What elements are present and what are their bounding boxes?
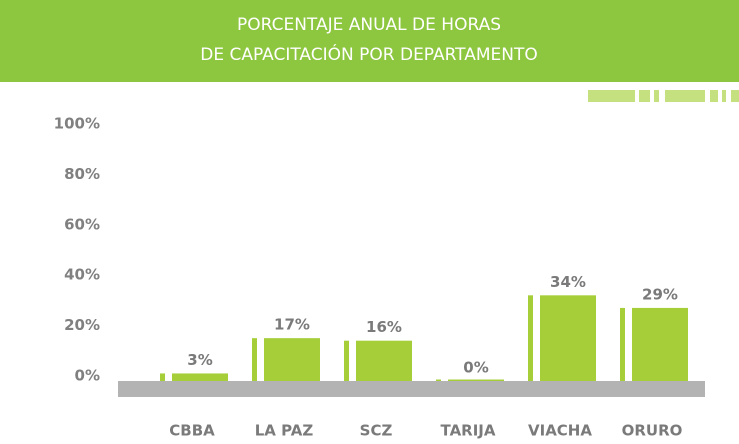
bar	[172, 373, 228, 381]
x-tick-label: LA PAZ	[255, 422, 314, 440]
bar	[356, 340, 412, 381]
bar-edge	[620, 307, 625, 381]
chart-title: PORCENTAJE ANUAL DE HORAS	[237, 15, 501, 35]
y-tick-label: 100%	[54, 115, 100, 133]
base-band	[118, 381, 705, 397]
y-tick-label: 40%	[64, 266, 100, 284]
bar	[540, 295, 596, 381]
value-label: 3%	[187, 351, 212, 369]
bar	[632, 307, 688, 381]
decor-stripes	[588, 90, 739, 102]
x-tick-label: CBBA	[169, 422, 215, 440]
y-tick-label: 60%	[64, 215, 100, 233]
bar-edge	[436, 379, 441, 381]
bar-edge	[528, 295, 533, 381]
value-label: 29%	[642, 285, 678, 303]
value-label: 17%	[274, 316, 310, 334]
y-tick-label: 0%	[75, 367, 100, 385]
y-tick-label: 20%	[64, 316, 100, 334]
bar	[448, 379, 504, 381]
x-tick-label: SCZ	[360, 422, 393, 440]
chart-title: DE CAPACITACIÓN POR DEPARTAMENTO	[200, 43, 538, 65]
bar-edge	[160, 373, 165, 381]
bar-edge	[344, 340, 349, 381]
value-label: 0%	[463, 359, 488, 377]
x-tick-label: TARIJA	[441, 422, 496, 440]
x-tick-label: VIACHA	[528, 422, 592, 440]
header-band	[0, 0, 739, 82]
bar-edge	[252, 338, 257, 381]
value-label: 16%	[366, 318, 402, 336]
bar	[264, 338, 320, 381]
x-tick-label: ORURO	[622, 422, 683, 440]
y-tick-label: 80%	[64, 165, 100, 183]
value-label: 34%	[550, 273, 586, 291]
